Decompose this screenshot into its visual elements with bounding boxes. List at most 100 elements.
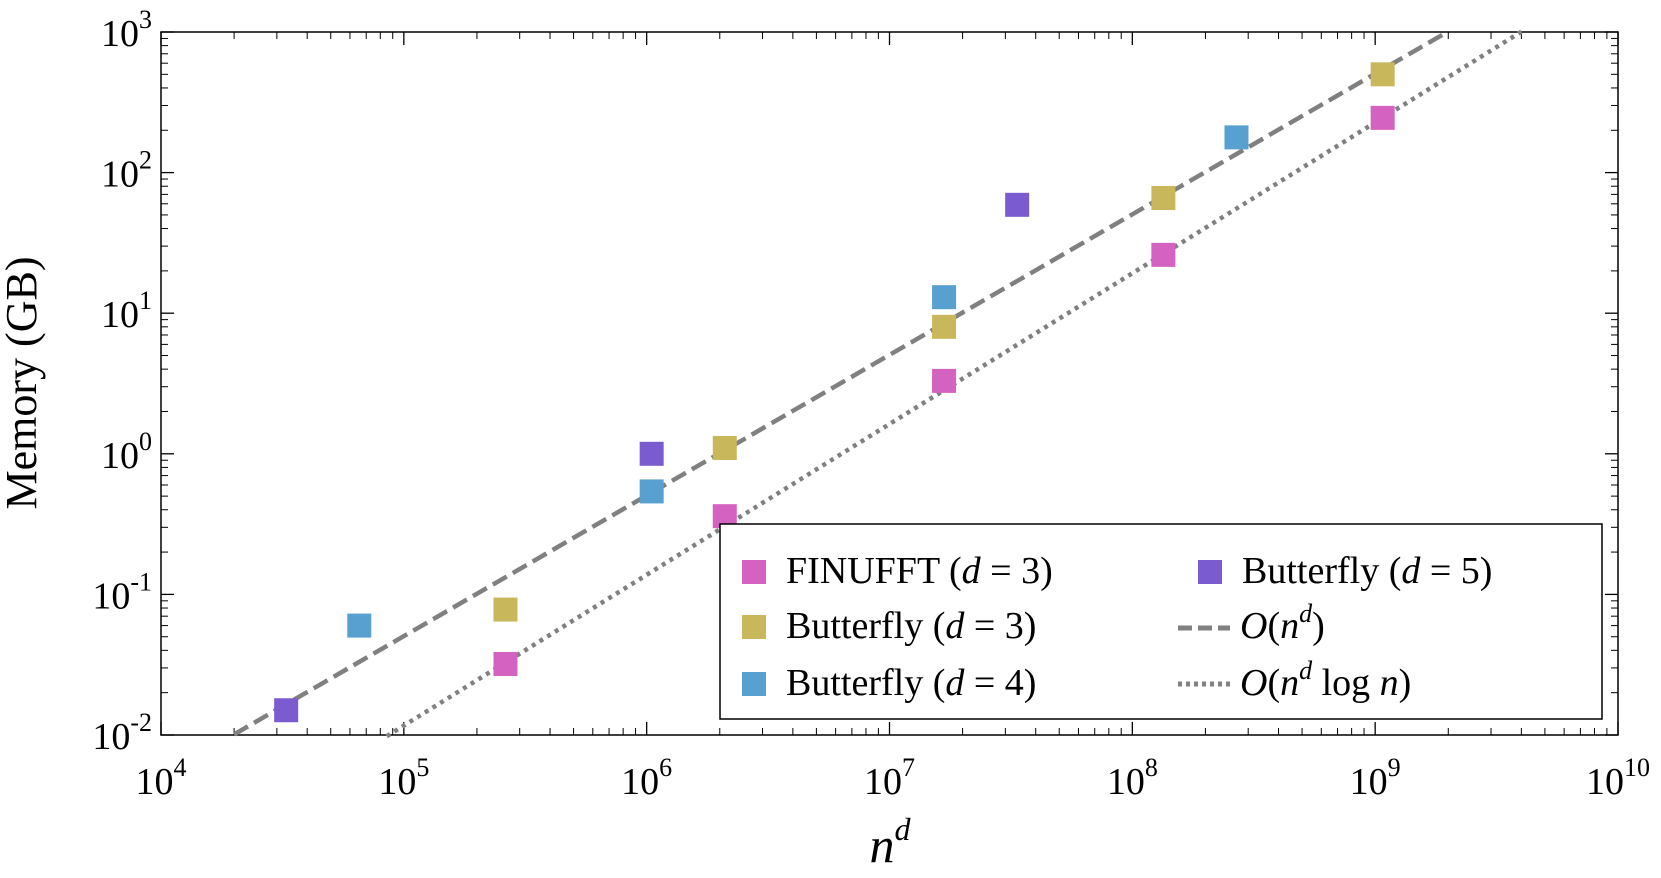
y-tick-label-base: 10 — [101, 13, 139, 55]
y-tick-label-base: 10 — [101, 294, 139, 336]
x-tick-label: 109 — [1350, 753, 1401, 803]
legend-o2-log: log — [1312, 662, 1380, 704]
data-point-series-0 — [493, 651, 518, 676]
legend-o1-O: O — [1240, 605, 1267, 647]
x-tick-label-base: 10 — [136, 761, 174, 803]
legend-o1-sup: d — [1299, 599, 1313, 628]
legend-label-butterfly-d3: Butterfly (d = 3) — [786, 605, 1036, 647]
legend-label-butterfly-d5: Butterfly (d = 5) — [1242, 550, 1492, 592]
x-tick-label: 108 — [1107, 753, 1158, 803]
legend-label-finufft-dval: 3 — [1021, 550, 1040, 592]
legend-label-bf5-close: ) — [1480, 550, 1493, 592]
data-point-series-1 — [493, 597, 518, 622]
data-point-series-0 — [1151, 242, 1176, 267]
legend-label-bf5-d: d — [1401, 550, 1421, 592]
legend-label-butterfly-d4: Butterfly (d = 4) — [786, 662, 1036, 704]
data-point-series-1 — [932, 314, 957, 339]
y-tick-label-exp: 2 — [139, 146, 152, 175]
data-point-series-3 — [274, 698, 299, 723]
legend-label-bf4-d: d — [945, 662, 965, 704]
y-tick-label: 10-2 — [92, 708, 152, 758]
ref-line-o-nd — [232, 29, 1450, 737]
legend-o2-sup: d — [1299, 656, 1313, 685]
data-point-series-1 — [1370, 62, 1395, 87]
legend-o2-n2: n — [1380, 662, 1399, 704]
legend: FINUFFT (d = 3) Butterfly (d = 3) Butter… — [719, 523, 1603, 720]
legend-label-bf4-prefix: Butterfly ( — [786, 662, 945, 704]
legend-label-bf3-dval: 3 — [1005, 605, 1024, 647]
data-point-series-0 — [1370, 105, 1395, 130]
legend-label-finufft-d: d — [962, 550, 982, 592]
y-axis-title: Memory (GB) — [0, 257, 46, 510]
y-tick-label: 10-1 — [92, 567, 152, 617]
legend-label-bf4-dval: 4 — [1005, 662, 1024, 704]
y-tick-label: 103 — [101, 5, 152, 55]
legend-label-finufft-eq: = — [981, 550, 1021, 592]
data-point-series-2 — [347, 613, 372, 638]
x-tick-label: 107 — [864, 753, 915, 803]
x-tick-label-exp: 4 — [174, 753, 187, 782]
x-tick-label: 105 — [378, 753, 429, 803]
legend-label-bf4-eq: = — [964, 662, 1004, 704]
y-tick-label-exp: -1 — [130, 567, 152, 596]
minor-ticks — [161, 32, 1618, 735]
legend-label-bf5-dval: 5 — [1461, 550, 1480, 592]
y-tick-label: 102 — [101, 146, 152, 196]
x-tick-label: 1010 — [1586, 753, 1650, 803]
legend-box — [719, 523, 1603, 720]
x-tick-label-base: 10 — [621, 761, 659, 803]
data-point-series-1 — [1151, 185, 1176, 210]
x-tick-label-exp: 8 — [1145, 753, 1158, 782]
x-tick-label-exp: 6 — [659, 753, 672, 782]
major-ticks — [160, 31, 1619, 736]
legend-o1-n: n — [1280, 605, 1299, 647]
y-tick-label-base: 10 — [101, 154, 139, 196]
legend-o1-close: ) — [1312, 605, 1325, 647]
data-point-series-3 — [1005, 192, 1030, 217]
data-points — [274, 62, 1395, 723]
data-point-series-2 — [1224, 125, 1249, 150]
x-tick-label-base: 10 — [1586, 761, 1624, 803]
legend-label-finufft-close: ) — [1040, 550, 1053, 592]
legend-marker-butterfly-d4 — [742, 672, 766, 696]
legend-label-bf3-eq: = — [964, 605, 1004, 647]
legend-label-bf5-prefix: Butterfly ( — [1242, 550, 1401, 592]
y-tick-label-base: 10 — [92, 575, 130, 617]
y-tick-label-exp: 0 — [139, 427, 152, 456]
legend-o2-close: ) — [1399, 662, 1412, 704]
x-tick-label-exp: 10 — [1624, 753, 1650, 782]
data-point-series-2 — [932, 285, 957, 310]
legend-label-finufft-prefix: FINUFFT ( — [786, 550, 962, 592]
x-tick-label: 104 — [136, 753, 187, 803]
x-tick-label-exp: 7 — [902, 753, 915, 782]
y-tick-label-base: 10 — [101, 435, 139, 477]
y-tick-label: 100 — [101, 427, 152, 477]
data-point-series-0 — [712, 504, 737, 529]
legend-label-bf5-eq: = — [1420, 550, 1460, 592]
y-tick-label: 101 — [101, 286, 152, 336]
x-tick-label: 106 — [621, 753, 672, 803]
legend-label-o-nd: O(nd) — [1240, 599, 1325, 647]
y-tick-label-exp: 3 — [139, 5, 152, 34]
x-tick-label-exp: 9 — [1388, 753, 1401, 782]
legend-o2-O: O — [1240, 662, 1267, 704]
y-tick-label-base: 10 — [92, 716, 130, 758]
legend-label-bf4-close: ) — [1024, 662, 1037, 704]
x-tick-label-base: 10 — [1350, 761, 1388, 803]
data-point-series-1 — [712, 435, 737, 460]
legend-label-bf3-prefix: Butterfly ( — [786, 605, 945, 647]
data-point-series-2 — [639, 479, 664, 504]
legend-marker-butterfly-d5 — [1198, 560, 1222, 584]
x-tick-label-base: 10 — [378, 761, 416, 803]
legend-o2-n: n — [1280, 662, 1299, 704]
legend-label-bf3-close: ) — [1024, 605, 1037, 647]
legend-marker-finufft-d3 — [742, 560, 766, 584]
legend-marker-butterfly-d3 — [742, 615, 766, 639]
data-point-series-0 — [932, 368, 957, 393]
legend-o2-open: ( — [1267, 662, 1280, 704]
x-tick-labels: 104 105 106 107 108 109 1010 — [136, 753, 1651, 803]
legend-label-finufft-d3: FINUFFT (d = 3) — [786, 550, 1053, 592]
y-tick-label-exp: -2 — [130, 708, 152, 737]
svg-text:nd: nd — [870, 811, 912, 873]
